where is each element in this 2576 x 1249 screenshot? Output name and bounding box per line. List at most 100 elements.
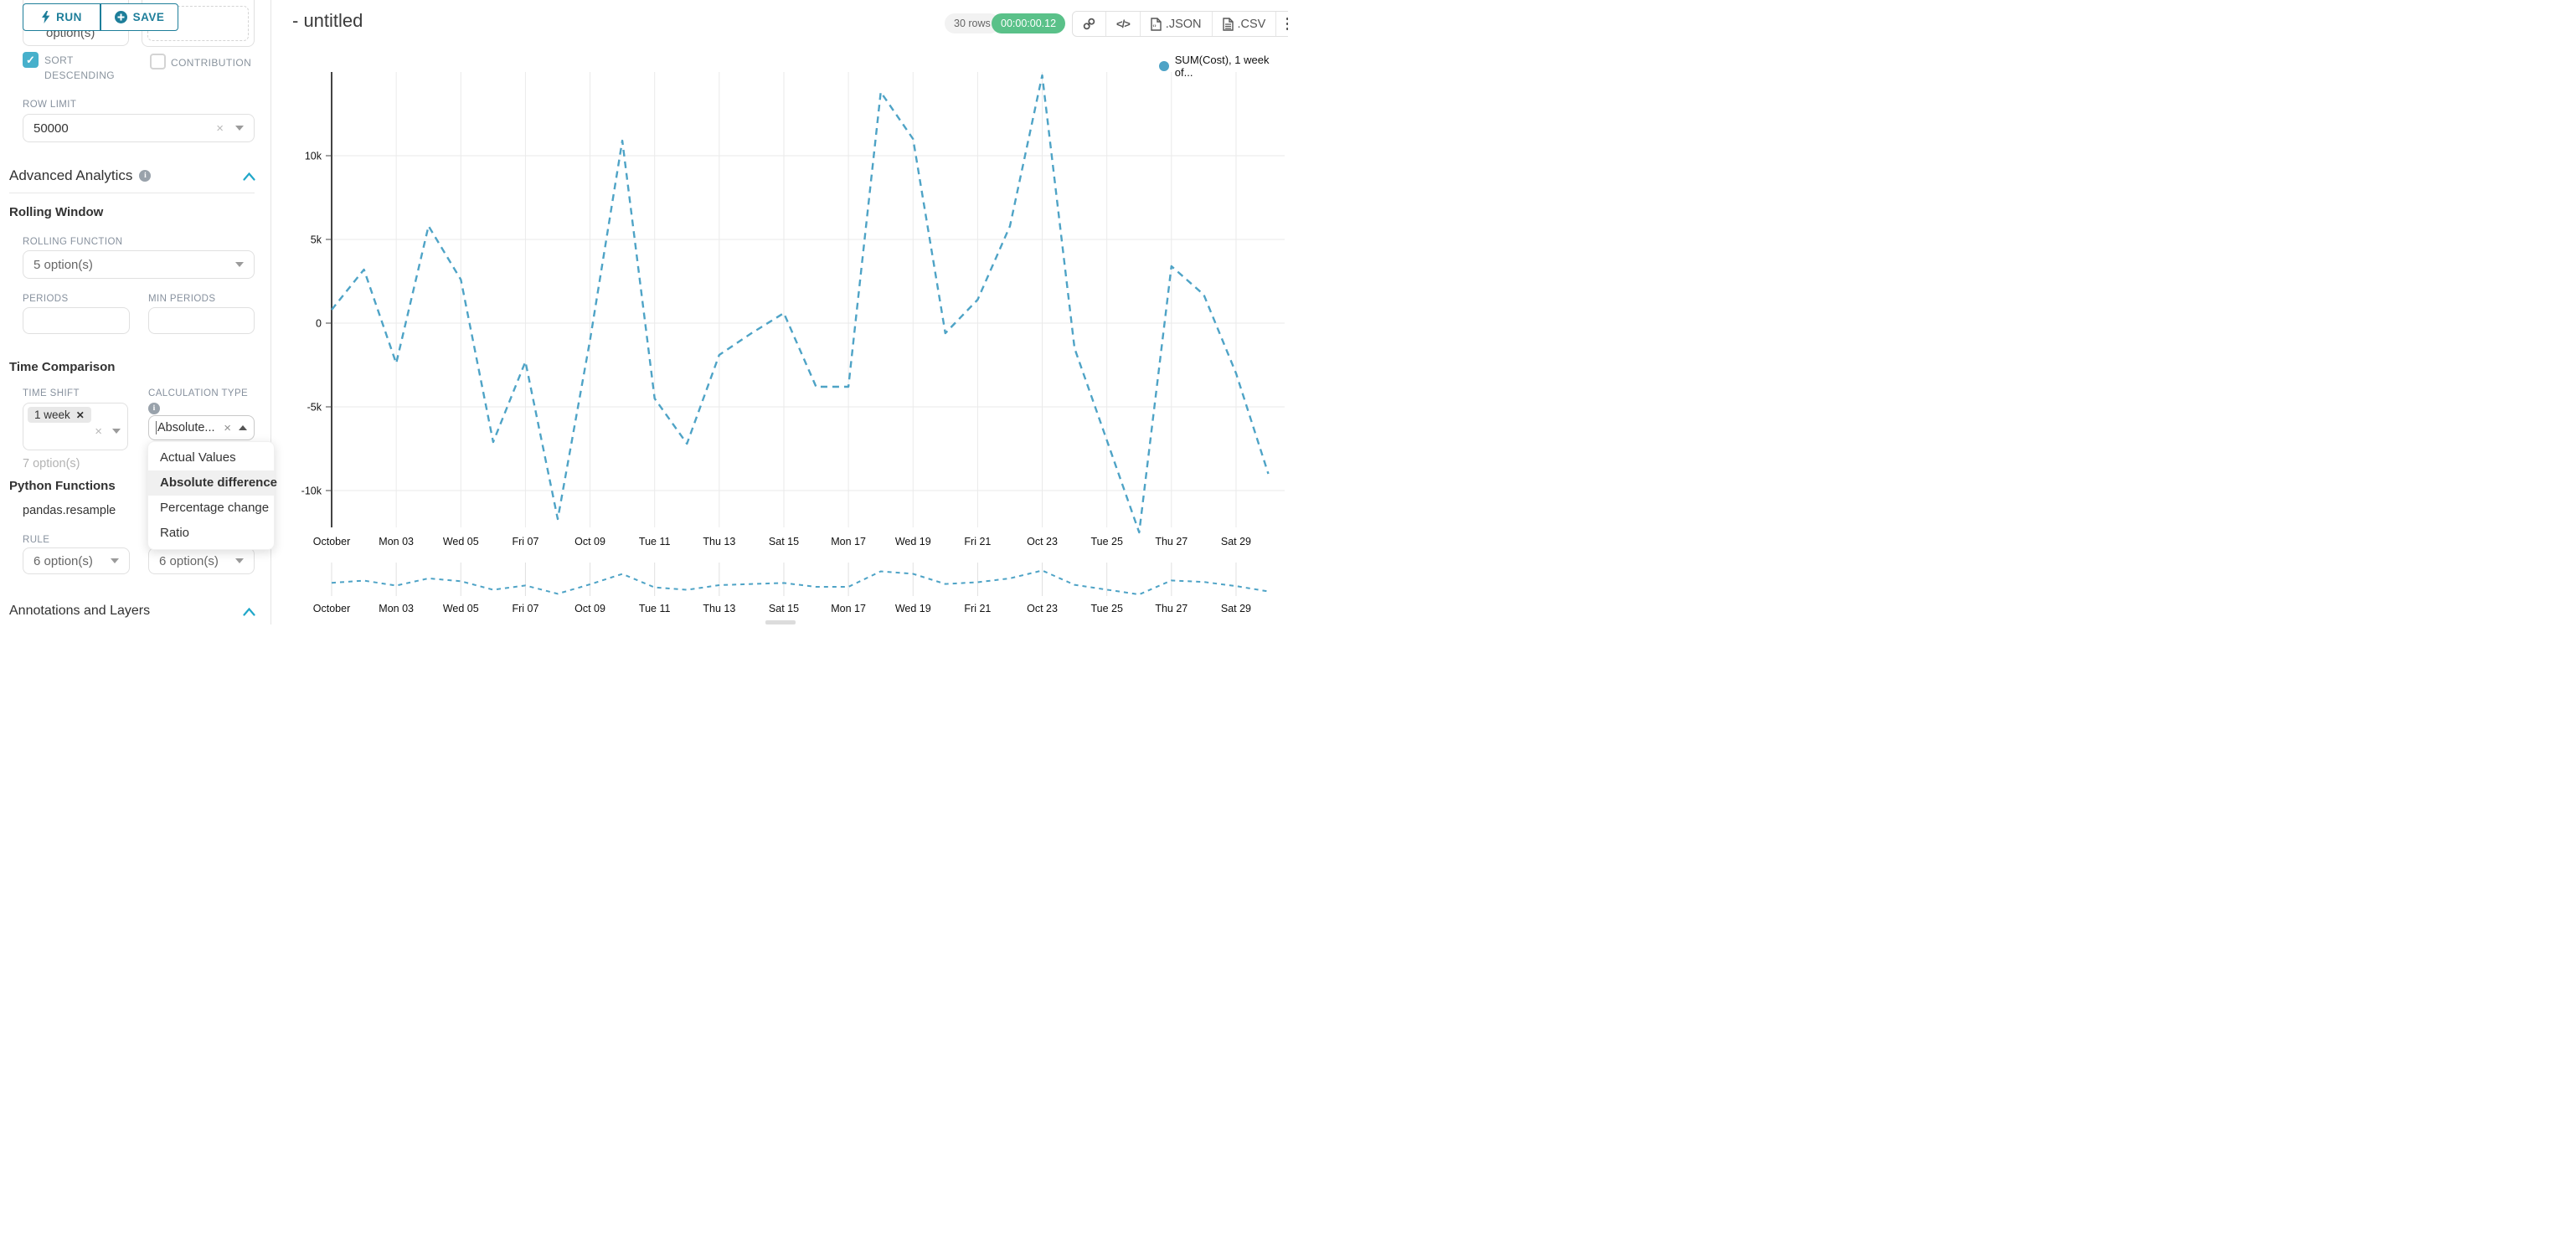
x-axis-label: Mon 03 xyxy=(379,536,414,547)
x-axis-label: Tue 11 xyxy=(639,536,671,547)
rolling-function-label: ROLLING FUNCTION xyxy=(23,237,123,247)
chevron-down-icon[interactable] xyxy=(235,558,244,563)
preview-series-line xyxy=(331,569,1269,596)
x-axis-label: Tue 25 xyxy=(1090,536,1123,547)
export-toolbar: </> ‹› .JSON .CSV xyxy=(1072,11,1288,37)
pandas-resample-label: pandas.resample xyxy=(23,504,116,517)
time-shift-helper: 7 option(s) xyxy=(23,457,80,470)
row-limit-select[interactable]: 50000 × xyxy=(23,114,255,142)
contribution-checkbox[interactable] xyxy=(150,54,166,69)
preview-x-label: Oct 23 xyxy=(1027,603,1058,614)
calculation-type-dropdown: Actual Values Absolute difference Percenta… xyxy=(147,441,277,550)
link-icon xyxy=(1083,18,1095,30)
tag-remove-icon[interactable]: ✕ xyxy=(75,409,85,421)
preview-x-label: Wed 19 xyxy=(895,603,931,614)
preview-x-label: Mon 17 xyxy=(831,603,866,614)
export-csv-button[interactable]: .CSV xyxy=(1213,12,1277,36)
preview-x-label: Tue 25 xyxy=(1090,603,1123,614)
svg-text:‹›: ‹› xyxy=(1152,23,1156,28)
x-axis-label: Thu 27 xyxy=(1155,536,1188,547)
min-periods-input[interactable] xyxy=(148,307,255,334)
info-icon: i xyxy=(148,403,160,414)
sort-descending-checkbox[interactable]: ✓ xyxy=(23,52,39,68)
preview-x-label: Wed 05 xyxy=(443,603,479,614)
preview-x-label: Oct 09 xyxy=(574,603,605,614)
chart-title[interactable]: - untitled xyxy=(292,10,363,31)
run-save-group: RUN SAVE xyxy=(23,3,178,31)
periods-label: PERIODS xyxy=(23,294,69,304)
chevron-down-icon[interactable] xyxy=(235,126,244,131)
export-json-button[interactable]: ‹› .JSON xyxy=(1141,12,1213,36)
x-axis-label: Thu 13 xyxy=(703,536,735,547)
legend-label: SUM(Cost), 1 week of... xyxy=(1174,54,1270,79)
chevron-down-icon[interactable] xyxy=(112,429,121,434)
file-code-icon: ‹› xyxy=(1151,17,1162,31)
dropdown-option[interactable]: Ratio xyxy=(160,526,190,540)
chart-menu-button[interactable] xyxy=(1276,12,1288,36)
preview-x-label: Mon 03 xyxy=(379,603,414,614)
collapse-chevron-icon[interactable] xyxy=(243,608,255,616)
share-link-button[interactable] xyxy=(1073,12,1106,36)
preview-x-label: Tue 11 xyxy=(639,603,671,614)
rule-select[interactable]: 6 option(s) xyxy=(23,547,130,574)
panel-divider[interactable] xyxy=(270,0,271,624)
annotations-layers-title: Annotations and Layers xyxy=(9,604,151,618)
dropdown-option[interactable]: Actual Values xyxy=(160,450,236,465)
legend-dot xyxy=(1159,61,1169,71)
run-button[interactable]: RUN xyxy=(23,3,100,31)
text-cursor xyxy=(156,421,157,434)
preview-x-label: October xyxy=(313,603,350,614)
python-functions-title: Python Functions xyxy=(9,479,116,493)
lightning-icon xyxy=(42,11,50,23)
dropdown-option[interactable]: Percentage change xyxy=(160,501,270,515)
x-axis-label: Oct 09 xyxy=(574,536,605,547)
save-button[interactable]: SAVE xyxy=(100,3,178,31)
clear-icon[interactable]: × xyxy=(224,420,231,435)
control-panel: option(s) RUN SAVE ✓ SORT DESCENDING CON… xyxy=(0,0,277,624)
rule-label: RULE xyxy=(23,535,50,545)
code-icon: </> xyxy=(1116,18,1131,30)
x-axis-label: October xyxy=(313,536,350,547)
chevron-down-icon[interactable] xyxy=(111,558,119,563)
x-axis-label: Mon 17 xyxy=(831,536,866,547)
view-query-button[interactable]: </> xyxy=(1106,12,1141,36)
x-axis-label: Sat 15 xyxy=(769,536,799,547)
preview-x-label: Fri 07 xyxy=(512,603,538,614)
clear-icon[interactable]: × xyxy=(95,424,102,439)
sort-descending-label: SORT DESCENDING xyxy=(44,54,116,81)
dropdown-option[interactable]: Absolute difference xyxy=(148,470,277,496)
y-axis-label: 5k xyxy=(311,234,322,246)
file-text-icon xyxy=(1222,17,1234,31)
scroll-handle[interactable] xyxy=(765,620,796,624)
x-axis-label: Wed 19 xyxy=(895,536,931,547)
time-comparison-title: Time Comparison xyxy=(9,360,116,374)
rolling-function-value: 5 option(s) xyxy=(33,257,93,272)
info-icon: i xyxy=(139,170,152,182)
collapse-chevron-icon[interactable] xyxy=(243,172,255,181)
preview-x-label: Thu 13 xyxy=(703,603,735,614)
clear-icon[interactable]: × xyxy=(216,121,224,136)
explore-view: option(s) RUN SAVE ✓ SORT DESCENDING CON… xyxy=(0,0,1288,624)
time-shift-tag[interactable]: 1 week ✕ xyxy=(28,407,91,423)
calculation-type-value: Absolute... xyxy=(157,421,215,434)
advanced-analytics-header[interactable]: Advanced Analytics i xyxy=(9,167,152,184)
legend[interactable]: SUM(Cost), 1 week of... xyxy=(1159,54,1288,79)
row-limit-label: ROW LIMIT xyxy=(23,100,77,110)
preview-x-label: Sat 15 xyxy=(769,603,799,614)
y-axis-label: 0 xyxy=(316,318,322,330)
preview-chart[interactable]: October Mon 03 Wed 05 Fri 07 Oct 09 Tue 11 Thu… xyxy=(276,553,1288,624)
timer-badge: 00:00:00.12 xyxy=(992,13,1066,33)
periods-input[interactable] xyxy=(23,307,130,334)
series-line xyxy=(331,74,1270,534)
rolling-function-select[interactable]: 5 option(s) xyxy=(23,250,255,279)
chevron-down-icon[interactable] xyxy=(235,262,244,267)
y-axis-label: -10k xyxy=(301,486,322,497)
fill-method-select[interactable]: 6 option(s) xyxy=(148,547,255,574)
time-shift-label: TIME SHIFT xyxy=(23,388,80,398)
chevron-up-icon[interactable] xyxy=(239,425,247,430)
calculation-type-select[interactable]: Absolute... × xyxy=(148,415,255,440)
menu-icon xyxy=(1286,18,1288,30)
main-chart[interactable]: October Mon 03 Wed 05 Fri 07 Oct 09 Tue 11 Thu… xyxy=(276,67,1288,558)
time-shift-multiselect[interactable]: 1 week ✕ × xyxy=(23,403,128,450)
plus-circle-icon xyxy=(114,11,127,23)
